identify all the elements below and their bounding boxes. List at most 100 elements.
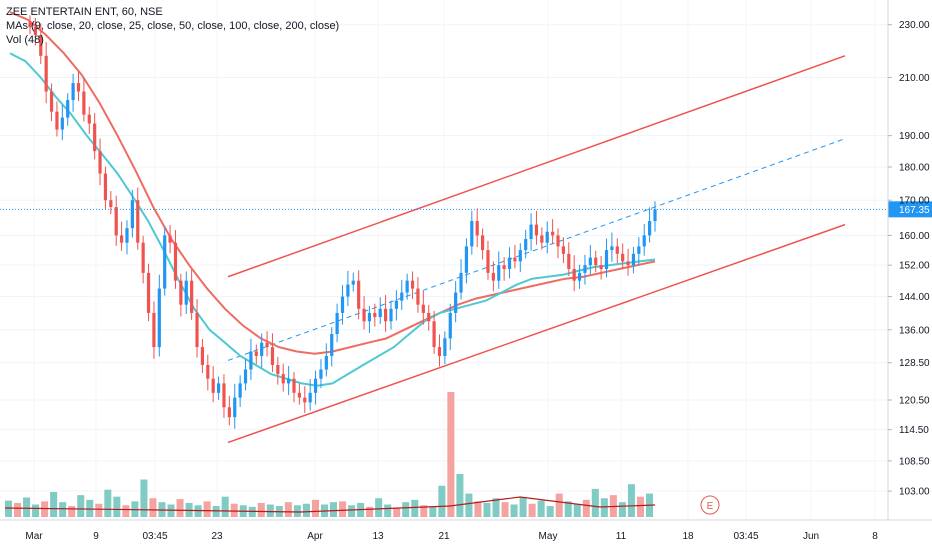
volume-ma-line — [4, 496, 656, 513]
volume-bar — [176, 499, 184, 517]
last-price-label: 167.35 — [899, 205, 930, 216]
volume-legend[interactable]: Vol (48) — [6, 34, 44, 46]
volume-bar — [221, 496, 229, 517]
candle-body — [577, 272, 582, 281]
candle-body — [254, 351, 258, 356]
candle-body — [152, 312, 156, 348]
candle-body — [227, 407, 231, 418]
volume-bar — [546, 506, 554, 517]
volume-bar — [411, 499, 419, 517]
volume-bar — [330, 502, 338, 517]
volume-bar — [248, 506, 256, 517]
price-tick-label: 144.00 — [899, 292, 930, 303]
time-tick-label: 03:45 — [733, 531, 758, 542]
price-tick-label: 152.00 — [899, 261, 930, 272]
candle-body — [540, 235, 544, 243]
volume-series — [4, 392, 656, 517]
channel-upper-line[interactable] — [227, 55, 846, 278]
candle-body — [39, 34, 43, 56]
time-tick-label: 21 — [438, 531, 450, 542]
candle-body — [421, 304, 425, 313]
candle-body — [125, 228, 129, 243]
candle-body — [410, 280, 415, 289]
candle-body — [200, 347, 205, 365]
candle-body — [109, 200, 113, 208]
event-marker[interactable]: E — [700, 495, 720, 515]
volume-bar — [68, 506, 76, 517]
candle-body — [389, 308, 393, 322]
candle-body — [394, 300, 398, 309]
earnings-event-icon[interactable] — [700, 495, 720, 515]
price-tick-label: 180.00 — [899, 163, 930, 174]
candle-body — [567, 253, 571, 270]
candle-body — [524, 239, 528, 251]
time-tick-label: 23 — [211, 531, 223, 542]
volume-bar — [384, 504, 392, 517]
volume-bar — [23, 497, 31, 517]
candle-body — [561, 246, 566, 254]
volume-bar — [257, 502, 265, 517]
candle-body — [604, 250, 609, 270]
volume-bar — [429, 506, 437, 517]
volume-bar — [618, 502, 626, 517]
volume-bar — [59, 502, 67, 517]
candle-body — [82, 91, 86, 115]
time-tick-label: 8 — [872, 531, 878, 542]
volume-bar — [348, 505, 356, 517]
candle-body — [464, 246, 469, 273]
candle-body — [642, 235, 646, 247]
channel-mid-line[interactable] — [227, 138, 846, 361]
candle-body — [136, 200, 140, 243]
volume-bar — [591, 488, 599, 517]
volume-bar — [528, 503, 536, 517]
candle-body — [71, 83, 75, 101]
candle-body — [130, 200, 134, 229]
volume-bar — [293, 505, 301, 517]
candle-body — [437, 347, 442, 356]
candle-body — [367, 312, 372, 322]
symbol-title[interactable]: ZEE ENTERTAIN ENT, 60, NSE — [6, 6, 163, 18]
candle-body — [119, 235, 124, 243]
volume-bar — [266, 504, 274, 517]
candle-body — [249, 351, 253, 370]
candle-body — [615, 246, 619, 254]
candle-body — [513, 257, 517, 262]
price-tick-label: 230.00 — [899, 20, 930, 31]
candle-body — [243, 369, 248, 384]
candle-body — [173, 242, 178, 281]
candle-body — [599, 265, 603, 270]
volume-bar — [122, 505, 130, 517]
candle-body — [303, 397, 307, 403]
ma-legend[interactable]: MAs (9, close, 20, close, 25, close, 50,… — [6, 20, 340, 32]
candle-body — [610, 246, 614, 251]
candle-body — [44, 55, 48, 92]
candle-body — [507, 257, 512, 270]
channel-lower-line[interactable] — [227, 223, 846, 444]
volume-bar — [537, 500, 545, 517]
volume-bar — [50, 492, 58, 517]
volume-bar — [5, 500, 13, 517]
time-tick-label: May — [539, 531, 558, 542]
volume-bar — [483, 502, 491, 517]
volume-bar — [573, 504, 581, 517]
candle-body — [324, 355, 328, 370]
volume-bar — [104, 489, 112, 517]
candle-body — [631, 253, 636, 266]
candle-body — [556, 235, 560, 247]
candle-body — [308, 392, 312, 403]
candle-body — [287, 378, 291, 384]
candle-body — [653, 209, 657, 222]
time-axis[interactable]: Mar 9 03:45 23 Apr 13 21 May 11 18 03:45 Jun 8 — [25, 531, 878, 542]
volume-bar — [95, 503, 103, 517]
candle-body — [238, 383, 242, 398]
price-axis[interactable]: 230.00 210.00 190.00 180.00 170.00 160.00 152.… — [888, 20, 930, 498]
chart-legend: ZEE ENTERTAIN ENT, 60, NSE MAs (9, close… — [6, 5, 339, 47]
candle-body — [233, 397, 237, 418]
volume-bar — [230, 503, 238, 517]
ma-fast-line — [9, 52, 656, 387]
volume-bar — [375, 498, 383, 517]
volume-bar — [456, 474, 464, 517]
candle-body — [168, 235, 172, 243]
candle-body — [637, 246, 641, 254]
